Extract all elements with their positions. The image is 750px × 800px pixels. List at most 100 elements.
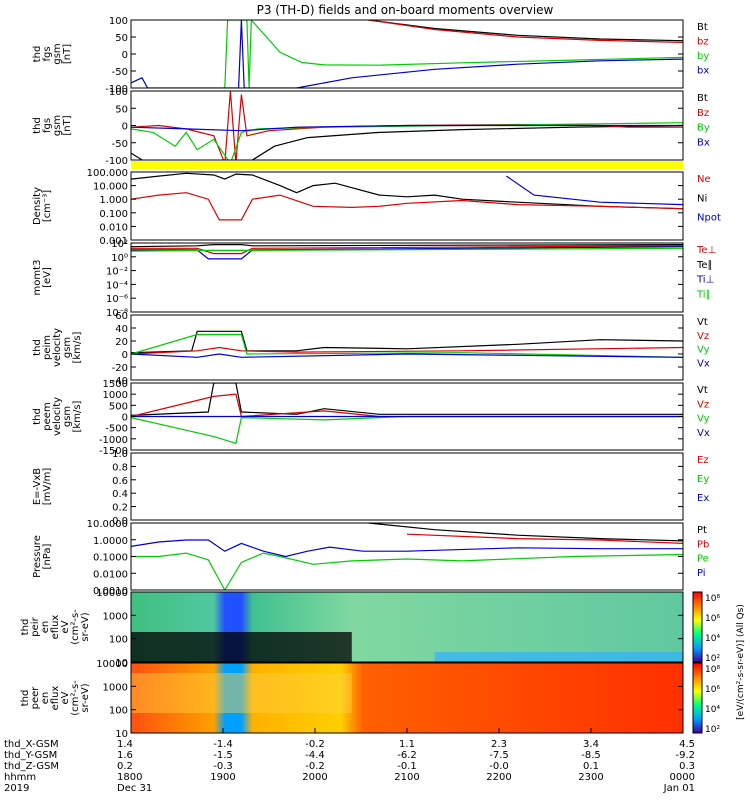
legend-item: Vx [697, 428, 710, 439]
ytick-label: 0.2 [112, 503, 128, 514]
axis-value: 2300 [578, 772, 603, 783]
spectrogram-noise [131, 632, 352, 662]
colorbar-tick: 10⁴ [705, 705, 720, 715]
ylabel-line: [nT] [62, 115, 73, 135]
series-vx [131, 353, 683, 358]
series-vy [131, 333, 683, 358]
ytick-label: 50 [115, 33, 128, 44]
ylabel-line: [nPa] [42, 543, 53, 569]
ylabel-line: (cm²-s- [70, 609, 81, 645]
panel-p5: 60 40 20 0 -20 -40 thd peim velocity gsm [km/s] Vt V… [32, 311, 710, 387]
ylabel-line: gsm [62, 406, 73, 427]
ytick-label: 0.0100 [93, 569, 128, 580]
ytick-label: 10.000 [93, 182, 128, 193]
ytick-label: 100.000 [87, 168, 128, 179]
ytick-label: 1000 [103, 390, 128, 401]
legend-item: Vx [697, 358, 710, 369]
ylabel-line: eflux [50, 686, 61, 711]
legend-item: Ti⊥ [696, 275, 714, 286]
axis-value: 2000 [302, 772, 327, 783]
axis-value: 2100 [394, 772, 419, 783]
series-ti [131, 246, 683, 260]
legend-item: Pt [697, 525, 707, 536]
ylabel-line: [eV] [42, 267, 53, 288]
legend-item: bx [697, 66, 709, 77]
ytick-label: 500 [109, 401, 128, 412]
ytick-label: 10.0000 [87, 519, 128, 530]
colorbar-tick: 10⁴ [705, 634, 720, 644]
row-label: thd_Y-GSM [4, 750, 57, 761]
ylabel-line: sr-eV) [80, 683, 91, 712]
axis-value: 0.1 [583, 761, 599, 772]
ytick-label: 10000 [96, 588, 128, 599]
ytick-label: 100 [109, 706, 128, 717]
ylabel-line: thd [32, 339, 43, 356]
ytick-label: 1000 [103, 682, 128, 693]
ytick-label: 10⁻⁴ [106, 280, 128, 291]
ytick-label: -20 [112, 363, 128, 374]
row-label: thd_Z-GSM [4, 761, 59, 772]
ytick-label: 0.100 [99, 209, 128, 220]
ytick-label: 50 [115, 104, 128, 115]
ylabel-line: peer [30, 686, 41, 710]
ylabel-line: [nT] [62, 44, 73, 64]
ytick-label: 1000 [103, 611, 128, 622]
series-npot [506, 175, 683, 206]
series-bz [368, 20, 683, 43]
panel-frame [130, 242, 684, 313]
ytick-label: 0 [122, 350, 128, 361]
ylabel-line: gsm [52, 43, 63, 64]
region-bar [131, 161, 683, 169]
ytick-label: 100 [109, 635, 128, 646]
spectrogram-fill [131, 663, 683, 733]
ytick-label: -1000 [99, 435, 128, 446]
ytick-label: -100 [105, 84, 128, 95]
ylabel-line: peir [30, 616, 41, 636]
ytick-label: 60 [115, 311, 128, 322]
axis-value: -0.1 [397, 761, 417, 772]
axis-value: 2.3 [491, 739, 507, 750]
ytick-label: 20 [115, 337, 128, 348]
ylabel-line: thd [20, 619, 31, 636]
ytick-label: 0.010 [99, 222, 128, 233]
ytick-label: 100 [109, 16, 128, 27]
plot-title: P3 (TH-D) fields and on-board moments ov… [257, 3, 554, 17]
legend-item: Pi [697, 568, 706, 579]
ytick-label: 0 [122, 50, 128, 61]
axis-value: -8.5 [581, 750, 601, 761]
legend-item: Pb [697, 539, 709, 550]
series-bx [131, 124, 683, 132]
colorbar-strip [692, 591, 703, 663]
ytick-label: 0.1000 [93, 553, 128, 564]
colorbar-tick: 10⁶ [705, 685, 720, 695]
ylabel-line: eV [60, 691, 71, 704]
series-vt [131, 383, 683, 416]
ytick-label: -50 [112, 67, 128, 78]
colorbar-label: [eV/(cm²-s-sr-eV)] (All Qs) [736, 604, 746, 720]
legend-item: Vy [697, 414, 710, 425]
legend-item: Ey [697, 474, 709, 485]
ylabel-line: thd [32, 46, 43, 63]
axis-value: -4.4 [305, 750, 325, 761]
ylabel-line: eflux [50, 615, 61, 640]
colorbar-tick: 10² [705, 654, 720, 664]
ytick-label: 10² [111, 239, 128, 250]
ytick-label: 1.0000 [93, 536, 128, 547]
ylabel-line: gsm [62, 337, 73, 358]
legend-item: Ni [697, 193, 707, 204]
ytick-label: 0 [122, 413, 128, 424]
ytick-label: -50 [112, 139, 128, 150]
ylabel-line: sr-eV) [80, 612, 91, 641]
ylabel-line: peim [42, 335, 53, 360]
panel-frame [130, 19, 684, 89]
legend-item: Bx [697, 137, 710, 148]
series-te [131, 244, 683, 248]
colorbar-tick: 10⁶ [705, 614, 720, 624]
series-vy [131, 415, 683, 445]
axis-value: 4.5 [679, 739, 695, 750]
panel-p1: 100 50 0 -50 -100 thd fgs gsm [nT] Bt bz by bx [32, 16, 709, 95]
ytick-label: 0.6 [112, 476, 128, 487]
legend-item: Ex [697, 493, 709, 504]
bottom-axis-table: thd_X-GSMthd_Y-GSMthd_Z-GSMhhmm20191.41.… [4, 728, 695, 794]
